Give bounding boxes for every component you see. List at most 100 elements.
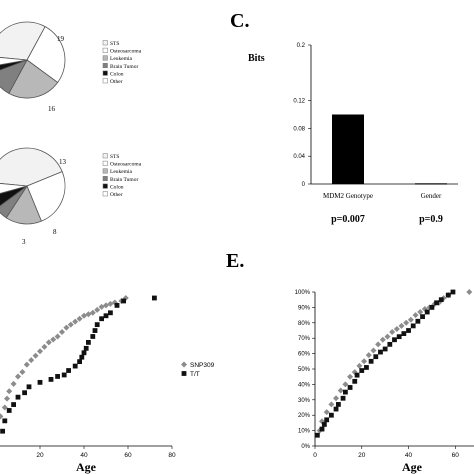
data-point-square: [359, 368, 365, 373]
data-point-square: [354, 372, 360, 378]
pie-value-label: 3: [22, 238, 26, 246]
y-tick-label: 40%: [298, 382, 311, 388]
pie-value-label: 19: [57, 35, 65, 43]
data-point-square: [55, 374, 60, 379]
p-value-label: p=0.9: [419, 214, 443, 225]
data-point-square: [114, 303, 120, 308]
data-point-square: [66, 368, 71, 373]
data-point-diamond: [94, 306, 101, 313]
legend-label: STS: [110, 154, 119, 160]
data-point-diamond: [45, 339, 52, 346]
data-point-square: [410, 323, 416, 329]
data-point-square: [92, 328, 98, 333]
pie-slice: [26, 26, 66, 84]
data-point-square: [81, 350, 87, 356]
data-point-square: [181, 371, 187, 376]
data-point-square: [86, 340, 91, 345]
data-point-diamond: [342, 381, 349, 388]
data-point-diamond: [0, 413, 4, 420]
data-point-diamond: [389, 329, 396, 336]
legend-swatch: [102, 78, 108, 84]
data-point-square: [108, 310, 113, 316]
data-point-square: [352, 378, 358, 384]
data-point-diamond: [15, 373, 21, 380]
bar: [415, 183, 447, 185]
y-tick-label: 70%: [298, 336, 311, 342]
legend-label: SNP309: [190, 362, 215, 369]
data-point-diamond: [1, 404, 8, 411]
y-tick-label: 50%: [298, 367, 311, 373]
legend-label: Colon: [110, 71, 124, 77]
data-point-square: [424, 309, 430, 315]
pie-slice: [0, 183, 28, 194]
data-point-diamond: [398, 322, 405, 329]
data-point-square: [396, 334, 402, 340]
legend-label: Brain Tumor: [110, 64, 138, 70]
data-point-square: [378, 349, 383, 355]
legend-swatch: [102, 191, 108, 197]
pie-value-label: 13: [59, 158, 67, 166]
x-tick-label: 20: [36, 452, 44, 459]
data-point-square: [450, 289, 456, 295]
pie-value-label: 16: [48, 105, 56, 113]
legend-label: Leukemia: [110, 56, 133, 62]
y-tick-label: 0.04: [293, 154, 305, 160]
pie-slice: [8, 59, 59, 99]
data-point-diamond: [32, 352, 39, 359]
data-point-square: [382, 346, 388, 352]
legend-swatch: [102, 183, 108, 189]
data-point-diamond: [356, 362, 363, 369]
data-point-diamond: [37, 348, 43, 355]
legend-label: Other: [110, 79, 123, 85]
x-tick-label: 60: [452, 452, 460, 459]
data-point-square: [26, 384, 32, 390]
y-tick-label: 60%: [298, 352, 311, 358]
data-point-diamond: [333, 395, 340, 402]
x-tick-label: 20: [358, 452, 366, 459]
data-point-square: [321, 422, 327, 427]
data-point-square: [347, 385, 353, 390]
data-point-diamond: [370, 347, 377, 354]
x-tick-label: 0: [313, 452, 317, 459]
data-point-square: [15, 394, 21, 400]
x-tick-label: 60: [124, 452, 132, 459]
p-value-label: p=0.007: [331, 214, 365, 225]
x-tick-label: 80: [168, 452, 176, 459]
data-point-square: [342, 389, 348, 395]
data-point-square: [392, 337, 397, 343]
y-tick-label: 0.08: [293, 126, 305, 132]
data-point-square: [103, 313, 109, 319]
scatter-chart-e-right: 0% 10% 20% 30% 40% 50% 60% 70% 80% 90% 100% 0 20 40 60…: [295, 289, 474, 474]
legend-swatch: [102, 70, 108, 76]
pie-slice: [0, 185, 28, 219]
y-tick-label: 0.2: [297, 43, 306, 49]
data-point-diamond: [407, 316, 414, 323]
data-point-square: [77, 359, 82, 365]
panel-label-c: C.: [230, 10, 249, 32]
legend-swatch: [102, 168, 108, 174]
data-point-square: [90, 334, 96, 339]
legend-label: Colon: [110, 184, 124, 190]
x-tick-label: 40: [80, 452, 88, 459]
data-point-diamond: [41, 343, 48, 350]
data-point-square: [324, 417, 330, 423]
legend-label: Leukemia: [110, 169, 133, 175]
data-point-diamond: [54, 333, 61, 340]
data-point-square: [420, 314, 425, 320]
scatter-chart-e-left: 20 40 60 80 Age SNP309 T/T: [0, 295, 215, 474]
data-point-square: [121, 298, 126, 304]
legend-label: Osteosarcoma: [110, 162, 142, 168]
data-point-square: [364, 365, 369, 370]
x-tick-label: 40: [405, 452, 413, 459]
panel-label-e: E.: [226, 250, 244, 272]
data-point-diamond: [72, 318, 79, 325]
legend-label: STS: [110, 41, 119, 47]
data-point-diamond: [181, 361, 187, 368]
y-tick-label: 20%: [298, 413, 311, 419]
legend-swatch: [102, 47, 108, 53]
data-point-diamond: [323, 409, 330, 416]
data-point-diamond: [328, 401, 335, 408]
